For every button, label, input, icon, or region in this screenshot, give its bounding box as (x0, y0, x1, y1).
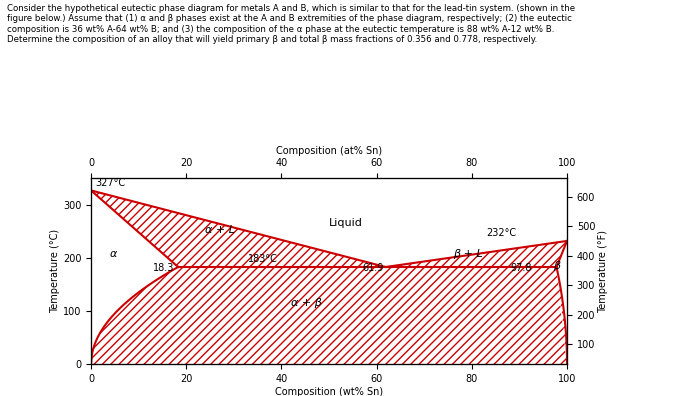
Text: 232°C: 232°C (486, 228, 516, 238)
Text: 183°C: 183°C (248, 254, 278, 265)
Text: Liquid: Liquid (329, 219, 363, 228)
Text: 61.9: 61.9 (363, 263, 384, 273)
Text: 18.3: 18.3 (153, 263, 174, 273)
Text: Consider the hypothetical eutectic phase diagram for metals A and B, which is si: Consider the hypothetical eutectic phase… (7, 4, 575, 44)
Text: 327°C: 327°C (96, 178, 126, 188)
Text: α: α (110, 249, 118, 259)
Text: α + L: α + L (205, 225, 235, 235)
Text: β + L: β + L (453, 249, 482, 259)
Y-axis label: Temperature (°C): Temperature (°C) (50, 229, 60, 313)
Y-axis label: Temperature (°F): Temperature (°F) (598, 230, 608, 313)
X-axis label: Composition (at% Sn): Composition (at% Sn) (276, 146, 382, 156)
X-axis label: Composition (wt% Sn): Composition (wt% Sn) (275, 387, 383, 396)
Text: β: β (553, 261, 560, 271)
Text: α + β: α + β (291, 298, 322, 308)
Text: 97.8: 97.8 (510, 263, 531, 273)
